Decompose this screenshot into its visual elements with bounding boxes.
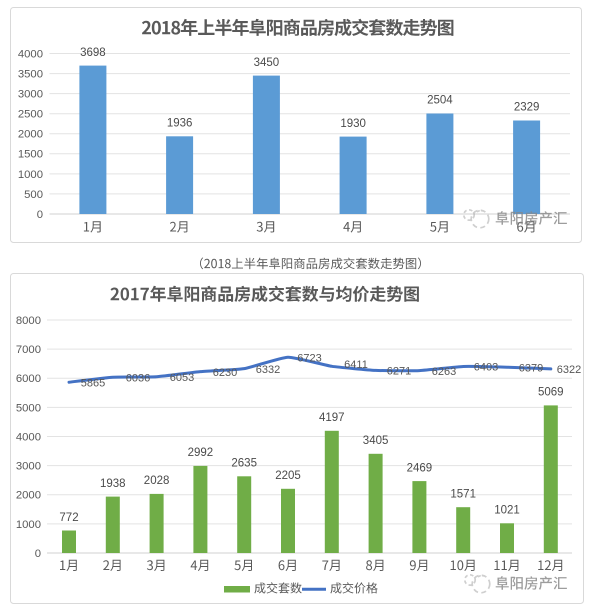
svg-text:4000: 4000	[16, 431, 41, 443]
svg-text:1000: 1000	[18, 169, 43, 181]
svg-text:7000: 7000	[16, 344, 41, 356]
svg-text:2500: 2500	[18, 109, 43, 121]
svg-text:1938: 1938	[100, 478, 126, 490]
svg-text:3500: 3500	[18, 68, 43, 80]
svg-text:5865: 5865	[81, 377, 105, 389]
svg-text:6332: 6332	[256, 364, 280, 376]
svg-text:6411: 6411	[344, 359, 368, 371]
svg-text:2635: 2635	[231, 458, 257, 470]
svg-text:6271: 6271	[387, 366, 411, 378]
svg-text:2469: 2469	[407, 462, 433, 474]
svg-text:0: 0	[37, 209, 43, 221]
svg-text:772: 772	[59, 512, 78, 524]
svg-text:1500: 1500	[18, 149, 43, 161]
svg-text:2504: 2504	[427, 95, 453, 107]
svg-text:6053: 6053	[170, 372, 194, 384]
svg-text:1021: 1021	[494, 505, 520, 517]
svg-text:3000: 3000	[18, 89, 43, 101]
svg-text:3450: 3450	[254, 57, 280, 69]
svg-text:500: 500	[24, 189, 43, 201]
svg-text:1571: 1571	[450, 489, 476, 501]
svg-text:0: 0	[35, 548, 41, 560]
svg-text:4197: 4197	[319, 412, 345, 424]
svg-text:4000: 4000	[18, 48, 43, 60]
svg-text:5000: 5000	[16, 402, 41, 414]
svg-text:6263: 6263	[432, 366, 456, 378]
svg-text:1930: 1930	[340, 118, 366, 130]
svg-text:6322: 6322	[557, 364, 581, 376]
svg-text:1936: 1936	[167, 118, 193, 130]
svg-text:6230: 6230	[213, 367, 237, 379]
svg-text:3405: 3405	[363, 435, 389, 447]
svg-text:6036: 6036	[126, 373, 150, 385]
svg-text:5069: 5069	[538, 387, 564, 399]
svg-text:2028: 2028	[144, 475, 170, 487]
svg-text:1000: 1000	[16, 519, 41, 531]
svg-text:2992: 2992	[188, 447, 214, 459]
svg-text:2000: 2000	[16, 490, 41, 502]
svg-text:6403: 6403	[474, 362, 498, 374]
svg-text:2205: 2205	[275, 470, 301, 482]
svg-text:2000: 2000	[18, 129, 43, 141]
svg-text:2329: 2329	[514, 102, 540, 114]
svg-text:6379: 6379	[519, 362, 543, 374]
svg-text:8000: 8000	[16, 315, 41, 327]
svg-text:6000: 6000	[16, 373, 41, 385]
svg-text:3000: 3000	[16, 461, 41, 473]
svg-text:3698: 3698	[80, 47, 106, 59]
svg-text:6723: 6723	[297, 353, 321, 365]
